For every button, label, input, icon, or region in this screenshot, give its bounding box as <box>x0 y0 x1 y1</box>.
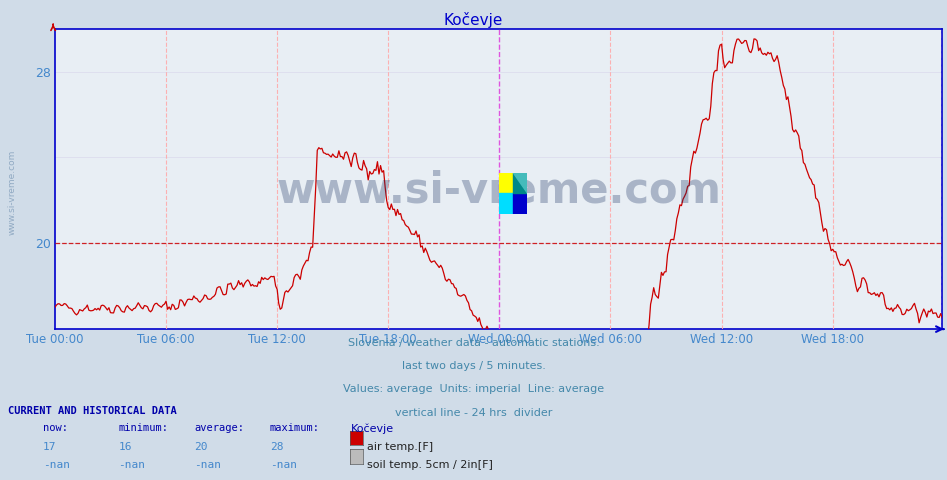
Text: -nan: -nan <box>194 460 222 470</box>
Text: 16: 16 <box>118 442 132 452</box>
Text: Kočevje: Kočevje <box>444 12 503 28</box>
Text: 20: 20 <box>194 442 207 452</box>
Text: CURRENT AND HISTORICAL DATA: CURRENT AND HISTORICAL DATA <box>8 406 176 416</box>
Text: Kočevje: Kočevje <box>350 423 394 434</box>
Text: Slovenia / weather data - automatic stations.: Slovenia / weather data - automatic stat… <box>348 338 599 348</box>
Text: www.si-vreme.com: www.si-vreme.com <box>277 170 721 212</box>
Bar <box>499 173 513 193</box>
Text: average:: average: <box>194 423 244 433</box>
Text: -nan: -nan <box>270 460 297 470</box>
Text: 17: 17 <box>43 442 56 452</box>
Bar <box>513 193 527 214</box>
Text: -nan: -nan <box>118 460 146 470</box>
Text: vertical line - 24 hrs  divider: vertical line - 24 hrs divider <box>395 408 552 418</box>
Text: air temp.[F]: air temp.[F] <box>367 442 434 452</box>
Text: now:: now: <box>43 423 67 433</box>
Text: maximum:: maximum: <box>270 423 320 433</box>
Text: soil temp. 5cm / 2in[F]: soil temp. 5cm / 2in[F] <box>367 460 493 470</box>
Text: www.si-vreme.com: www.si-vreme.com <box>8 149 17 235</box>
Polygon shape <box>513 173 527 193</box>
Text: 28: 28 <box>270 442 283 452</box>
Polygon shape <box>513 173 527 193</box>
Text: Values: average  Units: imperial  Line: average: Values: average Units: imperial Line: av… <box>343 384 604 395</box>
Text: minimum:: minimum: <box>118 423 169 433</box>
Bar <box>499 193 513 214</box>
Text: -nan: -nan <box>43 460 70 470</box>
Text: last two days / 5 minutes.: last two days / 5 minutes. <box>402 361 545 372</box>
